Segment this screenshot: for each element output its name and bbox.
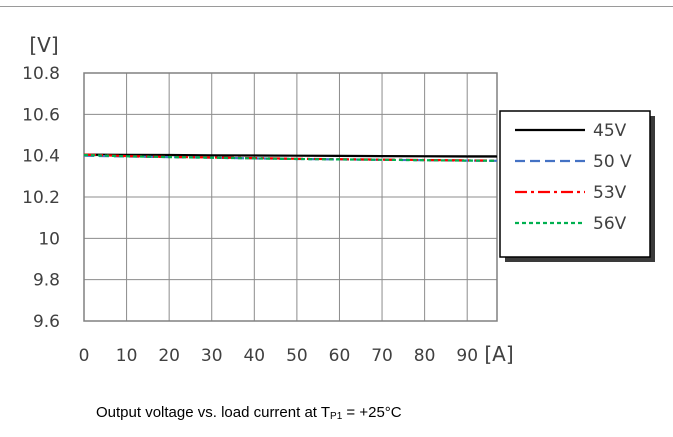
y-tick-label: 10.8 bbox=[22, 64, 60, 84]
legend-label: 50 V bbox=[593, 152, 632, 172]
plot-area bbox=[83, 72, 498, 322]
y-tick-label: 10.4 bbox=[22, 147, 60, 167]
line-chart: 10.8 10.6 10.4 10.2 10 9.8 9.6 0 10 20 30 40 50 60 70… bbox=[22, 33, 655, 366]
figure-caption: Output voltage vs. load current at TP1 =… bbox=[96, 404, 402, 422]
x-tick-label: 30 bbox=[201, 346, 223, 366]
legend-box bbox=[499, 110, 651, 258]
legend-label: 53V bbox=[593, 183, 627, 203]
caption-suffix: = +25°C bbox=[342, 404, 402, 421]
top-rule bbox=[0, 6, 673, 7]
caption-subscript: P1 bbox=[330, 411, 343, 422]
y-axis-ticks: 10.8 10.6 10.4 10.2 10 9.8 9.6 bbox=[22, 64, 60, 332]
legend-label: 56V bbox=[593, 214, 627, 234]
grid bbox=[84, 73, 497, 321]
caption-prefix: Output voltage vs. load current at T bbox=[96, 404, 331, 421]
series-line bbox=[83, 153, 498, 162]
x-tick-label: 80 bbox=[414, 346, 436, 366]
series-lines bbox=[83, 153, 498, 162]
x-tick-label: 20 bbox=[158, 346, 180, 366]
x-axis-ticks: 0 10 20 30 40 50 60 70 80 90 bbox=[79, 346, 478, 366]
x-tick-label: 50 bbox=[286, 346, 308, 366]
y-tick-label: 9.8 bbox=[33, 271, 60, 291]
x-axis-unit-label: [A] bbox=[484, 342, 513, 366]
x-tick-label: 10 bbox=[116, 346, 138, 366]
x-tick-label: 60 bbox=[329, 346, 351, 366]
x-tick-label: 0 bbox=[79, 346, 90, 366]
x-tick-label: 90 bbox=[456, 346, 478, 366]
x-tick-label: 40 bbox=[243, 346, 265, 366]
y-tick-label: 9.6 bbox=[33, 312, 60, 332]
series-line bbox=[83, 153, 497, 158]
y-tick-label: 10 bbox=[38, 229, 60, 249]
x-tick-label: 70 bbox=[371, 346, 393, 366]
y-tick-label: 10.2 bbox=[22, 188, 60, 208]
y-axis-unit-label: [V] bbox=[29, 33, 58, 57]
legend-label: 45V bbox=[593, 121, 627, 141]
legend: 45V 50 V 53V 56V bbox=[499, 110, 655, 262]
y-tick-label: 10.6 bbox=[22, 105, 60, 125]
